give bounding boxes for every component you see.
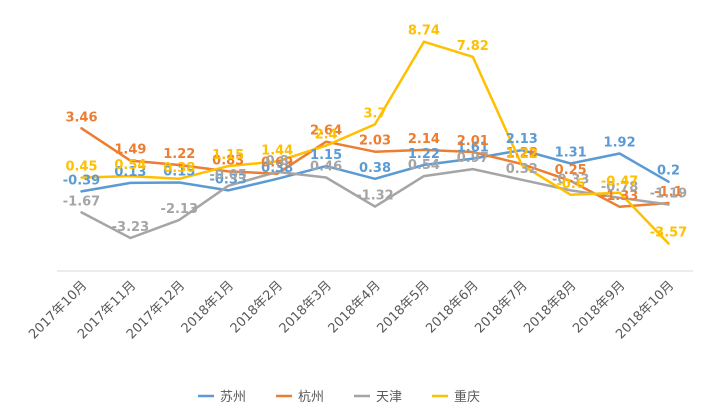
data-label: 0.8 xyxy=(266,154,289,169)
data-label: -1.1 xyxy=(654,185,682,200)
series-line-1 xyxy=(80,127,670,209)
data-label: -0.33 xyxy=(209,172,246,187)
series-line-3 xyxy=(80,40,670,245)
data-label: 0.54 xyxy=(114,158,146,173)
data-label: 0.13 xyxy=(114,165,146,180)
data-label: 2.13 xyxy=(506,132,538,147)
data-label: 1.15 xyxy=(212,148,244,163)
data-label: 0.38 xyxy=(163,161,195,176)
x-axis-tick-labels: 2017年10月2017年11月2017年12月2018年1月2018年2月20… xyxy=(26,278,677,342)
data-label: -3.23 xyxy=(112,220,149,235)
data-label: 8.74 xyxy=(408,24,440,39)
series-line-2 xyxy=(80,167,670,240)
data-labels: -0.390.13 0.15-0.330.381.150.381.22 1.612.… xyxy=(63,24,687,241)
data-label: 1.44 xyxy=(261,143,293,158)
data-label: 0.15 xyxy=(163,165,195,180)
legend-label-1: 杭州 xyxy=(298,390,324,405)
data-label: -2.13 xyxy=(161,202,198,217)
data-label: 3.7 xyxy=(363,106,386,121)
data-label: 0.83 xyxy=(212,153,244,168)
data-label: 7.82 xyxy=(457,39,489,54)
data-label: -1.33 xyxy=(601,189,638,204)
data-label: 0.69 xyxy=(261,156,293,171)
data-label: -0.39 xyxy=(63,173,100,188)
data-label: 1.28 xyxy=(506,146,538,161)
data-label: 2.01 xyxy=(457,134,489,149)
data-label: 1.31 xyxy=(555,146,587,161)
data-label: 2.14 xyxy=(408,132,440,147)
data-label: 1.61 xyxy=(457,141,489,156)
legend-label-0: 苏州 xyxy=(220,389,246,405)
data-label: 0.25 xyxy=(555,163,587,178)
data-label: 1.22 xyxy=(506,147,538,162)
data-label: 0.38 xyxy=(359,161,391,176)
data-label: 1.49 xyxy=(114,143,146,158)
data-label: -3.57 xyxy=(650,226,687,241)
series-lines xyxy=(80,40,670,245)
data-label: 2.64 xyxy=(310,124,342,139)
data-label: 0.45 xyxy=(65,160,97,175)
data-label: 1.22 xyxy=(163,147,195,162)
data-label: -1.67 xyxy=(63,194,100,209)
data-label: -0.78 xyxy=(601,180,638,195)
data-label: 0.46 xyxy=(310,160,342,175)
legend-label-3: 重庆 xyxy=(454,389,480,405)
data-label: 1.92 xyxy=(604,136,636,151)
data-label: -0.47 xyxy=(601,175,638,190)
series-line-0 xyxy=(80,148,670,193)
data-label: 0.2 xyxy=(657,164,680,179)
data-label: 1.22 xyxy=(408,147,440,162)
data-label: -1.32 xyxy=(356,189,393,204)
data-label: 1.15 xyxy=(310,148,342,163)
data-label: -0.6 xyxy=(556,177,584,192)
data-label: -0.33 xyxy=(552,172,589,187)
data-label: 3.46 xyxy=(65,110,97,125)
data-label: 0.97 xyxy=(457,151,489,166)
data-label: -0.05 xyxy=(209,168,246,183)
data-label: 2.4 xyxy=(315,128,338,143)
legend-label-2: 天津 xyxy=(376,390,402,405)
legend: 苏州 杭州 天津 重庆 xyxy=(198,389,480,405)
data-label: 2.03 xyxy=(359,134,391,149)
data-label: 0.38 xyxy=(261,161,293,176)
data-label: -1.19 xyxy=(650,187,687,202)
data-label: 0.32 xyxy=(506,162,538,177)
data-label: 0.54 xyxy=(408,158,440,173)
